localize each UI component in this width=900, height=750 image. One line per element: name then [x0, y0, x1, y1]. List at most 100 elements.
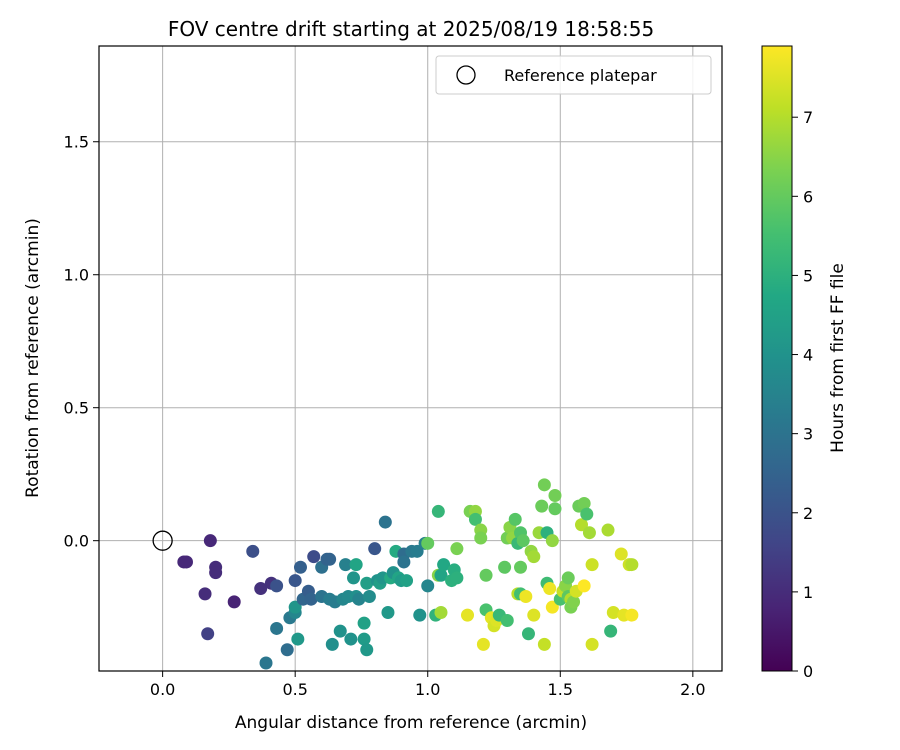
- scatter-point: [291, 632, 305, 646]
- scatter-point: [548, 502, 562, 516]
- scatter-point: [450, 571, 464, 585]
- scatter-point: [604, 624, 618, 638]
- scatter-point: [606, 605, 620, 619]
- scatter-point: [293, 560, 307, 574]
- scatter-point: [339, 558, 353, 572]
- scatter-point: [545, 534, 559, 548]
- scatter-point: [625, 558, 639, 572]
- scatter-point: [362, 590, 376, 604]
- scatter-point: [397, 555, 411, 569]
- axis-ticks: 0.0 0.5 1.0 1.5 2.0 0.0 0.5 1.0 1.5: [64, 133, 706, 699]
- scatter-point: [434, 568, 448, 582]
- scatter-point: [535, 499, 549, 513]
- x-axis-label: Angular distance from reference (arcmin): [235, 713, 587, 733]
- legend-label-reference: Reference platepar: [504, 66, 657, 85]
- scatter-point: [537, 478, 551, 492]
- scatter-point: [347, 571, 361, 585]
- scatter-point: [259, 656, 273, 670]
- scatter-point: [357, 632, 371, 646]
- x-tick-label: 0.0: [150, 680, 175, 699]
- scatter-point: [614, 547, 628, 561]
- scatter-point: [474, 531, 488, 545]
- scatter-point: [270, 621, 284, 635]
- y-tick-label: 1.5: [64, 133, 89, 152]
- scatter-point: [400, 574, 414, 588]
- scatter-point: [508, 512, 522, 526]
- scatter-point: [625, 608, 639, 622]
- scatter-point: [410, 544, 424, 558]
- scatter-point: [460, 608, 474, 622]
- colorbar-tick-label: 1: [803, 583, 813, 602]
- scatter-point: [527, 550, 541, 564]
- scatter-point: [201, 627, 215, 641]
- scatter-point: [209, 566, 223, 580]
- scatter-point: [500, 613, 514, 627]
- x-tick-label: 0.5: [282, 680, 307, 699]
- scatter-point: [304, 592, 318, 606]
- x-tick-label: 1.0: [415, 680, 440, 699]
- scatter-point: [288, 574, 302, 588]
- scatter-point: [479, 568, 493, 582]
- x-tick-label: 2.0: [680, 680, 705, 699]
- scatter-point: [582, 526, 596, 540]
- scatter-point: [246, 544, 260, 558]
- scatter-point: [437, 558, 451, 572]
- colorbar-tick-label: 7: [803, 108, 813, 127]
- scatter-point: [280, 643, 294, 657]
- scatter-point: [434, 605, 448, 619]
- scatter-point: [344, 632, 358, 646]
- scatter-point: [368, 542, 382, 556]
- scatter-point: [349, 558, 363, 572]
- scatter-point: [179, 555, 193, 569]
- scatter-point: [561, 571, 575, 585]
- colorbar-label: Hours from first FF file: [828, 263, 848, 453]
- scatter-point: [585, 637, 599, 651]
- scatter-point: [360, 576, 374, 590]
- reference-layer: [152, 530, 173, 551]
- colorbar-tick-label: 5: [803, 266, 813, 285]
- y-tick-label: 0.0: [64, 532, 89, 551]
- y-axis-label: Rotation from reference (arcmin): [23, 218, 43, 498]
- scatter-point: [514, 560, 528, 574]
- colorbar-gradient: [761, 45, 793, 672]
- scatter-point: [574, 518, 588, 532]
- scatter-point: [516, 534, 530, 548]
- scatter-point: [325, 637, 339, 651]
- chart-title: FOV centre drift starting at 2025/08/19 …: [168, 17, 654, 41]
- scatter-point: [198, 587, 212, 601]
- scatter-point: [360, 643, 374, 657]
- scatter-point: [498, 560, 512, 574]
- colorbar: 0 1 2 3 4 5 6 7 Hours from first FF file: [761, 45, 848, 681]
- scatter-points: [177, 478, 639, 670]
- colorbar-tick-label: 3: [803, 425, 813, 444]
- scatter-point: [307, 550, 321, 564]
- scatter-point: [323, 552, 337, 566]
- y-tick-label: 1.0: [64, 266, 89, 285]
- scatter-point: [601, 523, 615, 537]
- scatter-point: [421, 536, 435, 550]
- y-tick-label: 0.5: [64, 399, 89, 418]
- scatter-point: [567, 595, 581, 609]
- scatter-point: [577, 579, 591, 593]
- scatter-point: [476, 637, 490, 651]
- scatter-point: [270, 579, 284, 593]
- scatter-point: [521, 627, 535, 641]
- scatter-point: [519, 590, 533, 604]
- colorbar-tick-label: 4: [803, 346, 813, 365]
- legend-box: [435, 55, 712, 95]
- scatter-point: [580, 507, 594, 521]
- scatter-point: [413, 608, 427, 622]
- plot-frame: [98, 45, 723, 672]
- scatter-point: [381, 605, 395, 619]
- colorbar-ticks: 0 1 2 3 4 5 6 7: [792, 108, 813, 681]
- scatter-point: [254, 582, 268, 596]
- scatter-point: [527, 608, 541, 622]
- scatter-point: [548, 488, 562, 502]
- x-tick-label: 1.5: [548, 680, 573, 699]
- scatter-point: [577, 496, 591, 510]
- scatter-point: [288, 600, 302, 614]
- scatter-point: [333, 624, 347, 638]
- grid: [99, 46, 722, 671]
- scatter-point: [431, 504, 445, 518]
